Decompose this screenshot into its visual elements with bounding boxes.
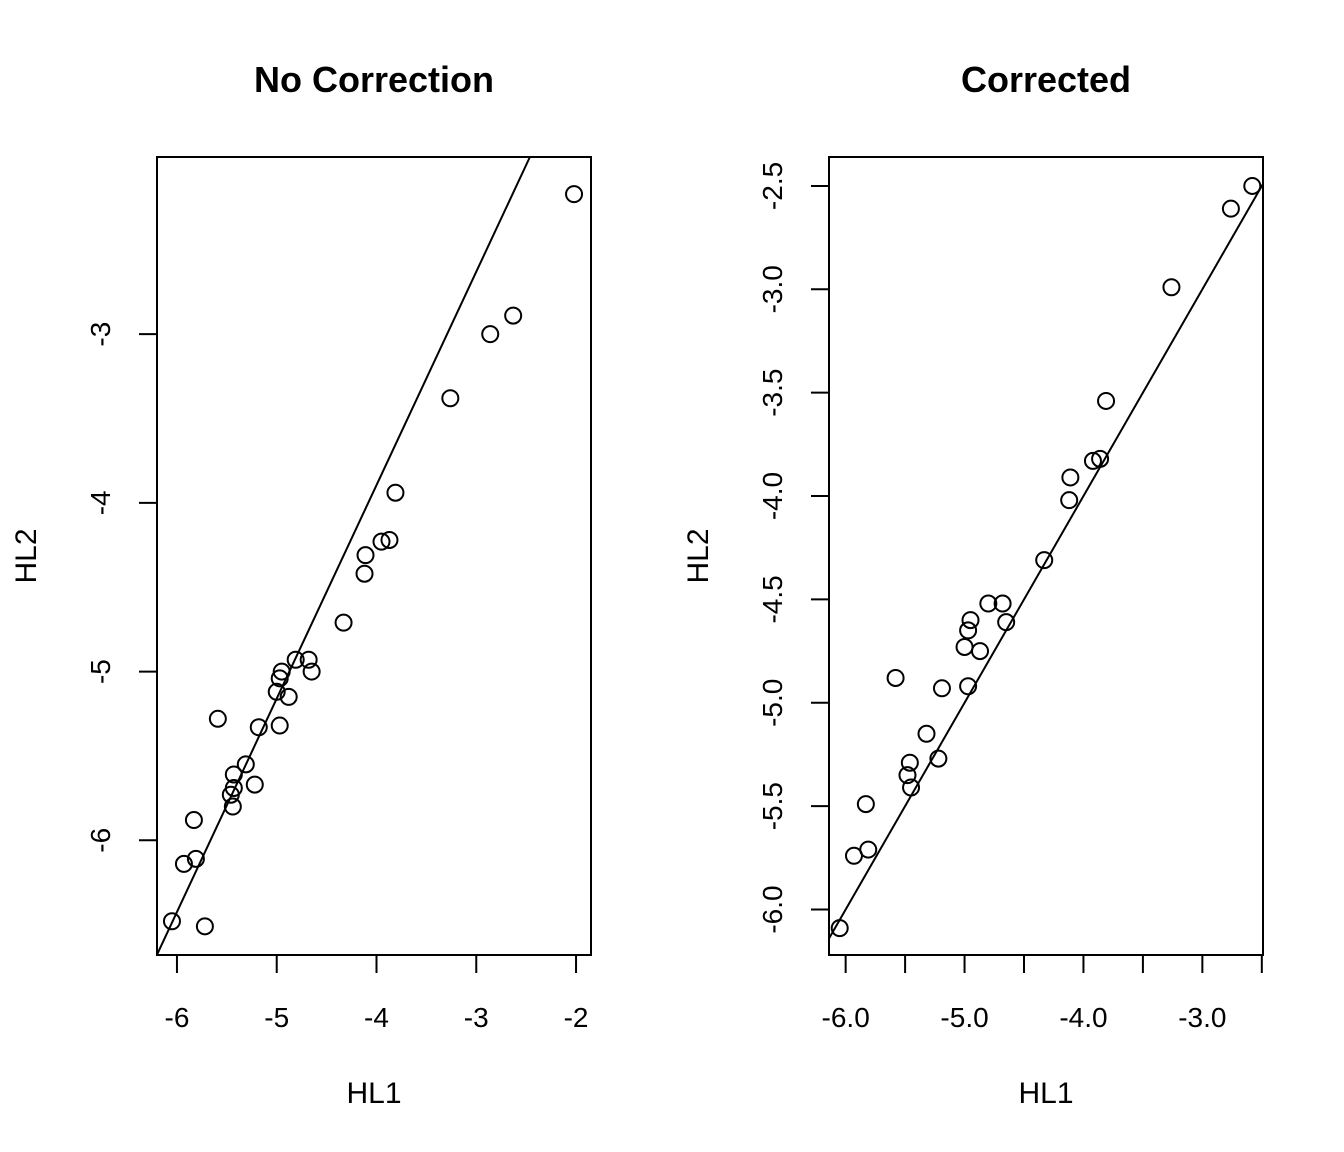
panel1-data-point xyxy=(162,912,181,931)
panel2-data-point xyxy=(932,679,951,698)
panel2-data-point xyxy=(997,613,1016,632)
panel1-data-point xyxy=(223,797,242,816)
panel2-data-point xyxy=(859,840,878,859)
panel2-data-point xyxy=(1221,199,1240,218)
panel1-y-tick-label: -4 xyxy=(85,490,116,515)
panel2-reference-line xyxy=(828,183,1264,939)
panel2-x-tick-label: -3.0 xyxy=(1178,1002,1226,1033)
panel2-data-point xyxy=(1061,468,1080,487)
panel2-y-tick-label: -2.5 xyxy=(757,162,788,210)
panel2-y-tick-label: -4.0 xyxy=(757,472,788,520)
panel1-data-point xyxy=(270,716,289,735)
panel2-data-point xyxy=(1162,278,1181,297)
panel1-data-point xyxy=(195,917,214,936)
panel2-data-point xyxy=(886,668,905,687)
panel1-x-tick-label: -3 xyxy=(464,1002,489,1033)
panel2-ylabel: HL2 xyxy=(682,528,715,583)
panel1-data-point xyxy=(299,650,318,669)
panel2-x-tick-label: -6.0 xyxy=(822,1002,870,1033)
panel2-data-point xyxy=(1243,176,1262,195)
panel1-y-tick-label: -5 xyxy=(85,659,116,684)
panel1-x-tick-label: -5 xyxy=(264,1002,289,1033)
panel2-data-point xyxy=(971,642,990,661)
panel2-fit-line xyxy=(828,183,1264,939)
panel2-x-tick-label: -4.0 xyxy=(1059,1002,1107,1033)
panel2-data-point xyxy=(993,594,1012,613)
panel1-data-point xyxy=(441,389,460,408)
panel1-points xyxy=(162,185,584,936)
panel2-data-point xyxy=(917,724,936,743)
panel1-xlabel: HL1 xyxy=(346,1077,401,1110)
panel1-data-point xyxy=(224,765,243,784)
panel1-data-point xyxy=(386,483,405,502)
panel2-data-point xyxy=(929,749,948,768)
panel2-points xyxy=(830,176,1262,938)
panel1-reference-line xyxy=(156,156,531,956)
panel2-y-tick-label: -5.5 xyxy=(757,782,788,830)
panel2-data-point xyxy=(856,795,875,814)
panel1-data-point xyxy=(334,613,353,632)
panel1-x-tick-label: -6 xyxy=(165,1002,190,1033)
panel2-plot-frame xyxy=(828,156,1264,956)
panel1-data-point xyxy=(279,687,298,706)
panel1-data-point xyxy=(355,564,374,583)
panel-no-correction: No Correction HL1 HL2 -6 -5 -4 -3 -2 -6 -5 -4 -3 xyxy=(10,59,592,1110)
panel1-data-point xyxy=(272,662,291,681)
panel1-data-point xyxy=(372,532,391,551)
panel1-x-tick-label: -4 xyxy=(364,1002,389,1033)
panel1-data-point xyxy=(174,854,193,873)
panel1-fit-line xyxy=(156,156,531,956)
panel1-axes: -6 -5 -4 -3 -2 -6 -5 -4 -3 xyxy=(85,322,588,1033)
panel1-ylabel: HL2 xyxy=(10,528,43,583)
panel1-data-point xyxy=(270,669,289,688)
panel1-data-point xyxy=(504,306,523,325)
panel2-data-point xyxy=(959,621,978,640)
panel2-data-point xyxy=(830,919,849,938)
panel2-title: Corrected xyxy=(961,59,1131,100)
panel2-data-point xyxy=(902,778,921,797)
panel1-data-point xyxy=(356,546,375,565)
panel1-y-tick-label: -3 xyxy=(85,322,116,347)
panel2-y-tick-label: -3.5 xyxy=(757,369,788,417)
panel2-y-tick-label: -5.0 xyxy=(757,679,788,727)
panel1-data-point xyxy=(245,775,264,794)
panel1-x-tick-label: -2 xyxy=(564,1002,589,1033)
panel2-data-point xyxy=(900,753,919,772)
panel-corrected: Corrected HL1 HL2 -6.0 -5.0 -4.0 -3.0 -6.0 -5… xyxy=(682,59,1264,1110)
panel2-y-tick-label: -3.0 xyxy=(757,265,788,313)
panel1-title: No Correction xyxy=(254,59,494,100)
panel1-data-point xyxy=(208,709,227,728)
panel2-data-point xyxy=(1091,449,1110,468)
panel1-data-point xyxy=(302,662,321,681)
panel1-data-point xyxy=(286,650,305,669)
panel1-y-tick-label: -6 xyxy=(85,828,116,853)
panel1-data-point xyxy=(481,325,500,344)
panel2-data-point xyxy=(1083,451,1102,470)
panel1-data-point xyxy=(224,778,243,797)
panel2-data-point xyxy=(959,677,978,696)
panel2-data-point xyxy=(898,766,917,785)
panel1-data-point xyxy=(184,811,203,830)
panel1-data-point xyxy=(565,185,584,204)
panel2-data-point xyxy=(1097,391,1116,410)
panel1-data-point xyxy=(380,530,399,549)
panel2-axes: -6.0 -5.0 -4.0 -3.0 -6.0 -5.5 -5.0 -4.5 -4.0 -3.5… xyxy=(757,162,1263,1033)
panel1-data-point xyxy=(267,682,286,701)
panel2-data-point xyxy=(1060,491,1079,510)
panel2-data-point xyxy=(979,594,998,613)
panel1-data-point xyxy=(186,849,205,868)
panel1-data-point xyxy=(236,755,255,774)
panel2-data-point xyxy=(955,637,974,656)
panel2-y-tick-label: -4.5 xyxy=(757,575,788,623)
panel2-xlabel: HL1 xyxy=(1018,1077,1073,1110)
panel2-data-point xyxy=(1035,551,1054,570)
panel2-data-point xyxy=(961,611,980,630)
panel2-y-tick-label: -6.0 xyxy=(757,885,788,933)
panel1-data-point xyxy=(249,718,268,737)
panel2-x-tick-label: -5.0 xyxy=(940,1002,988,1033)
